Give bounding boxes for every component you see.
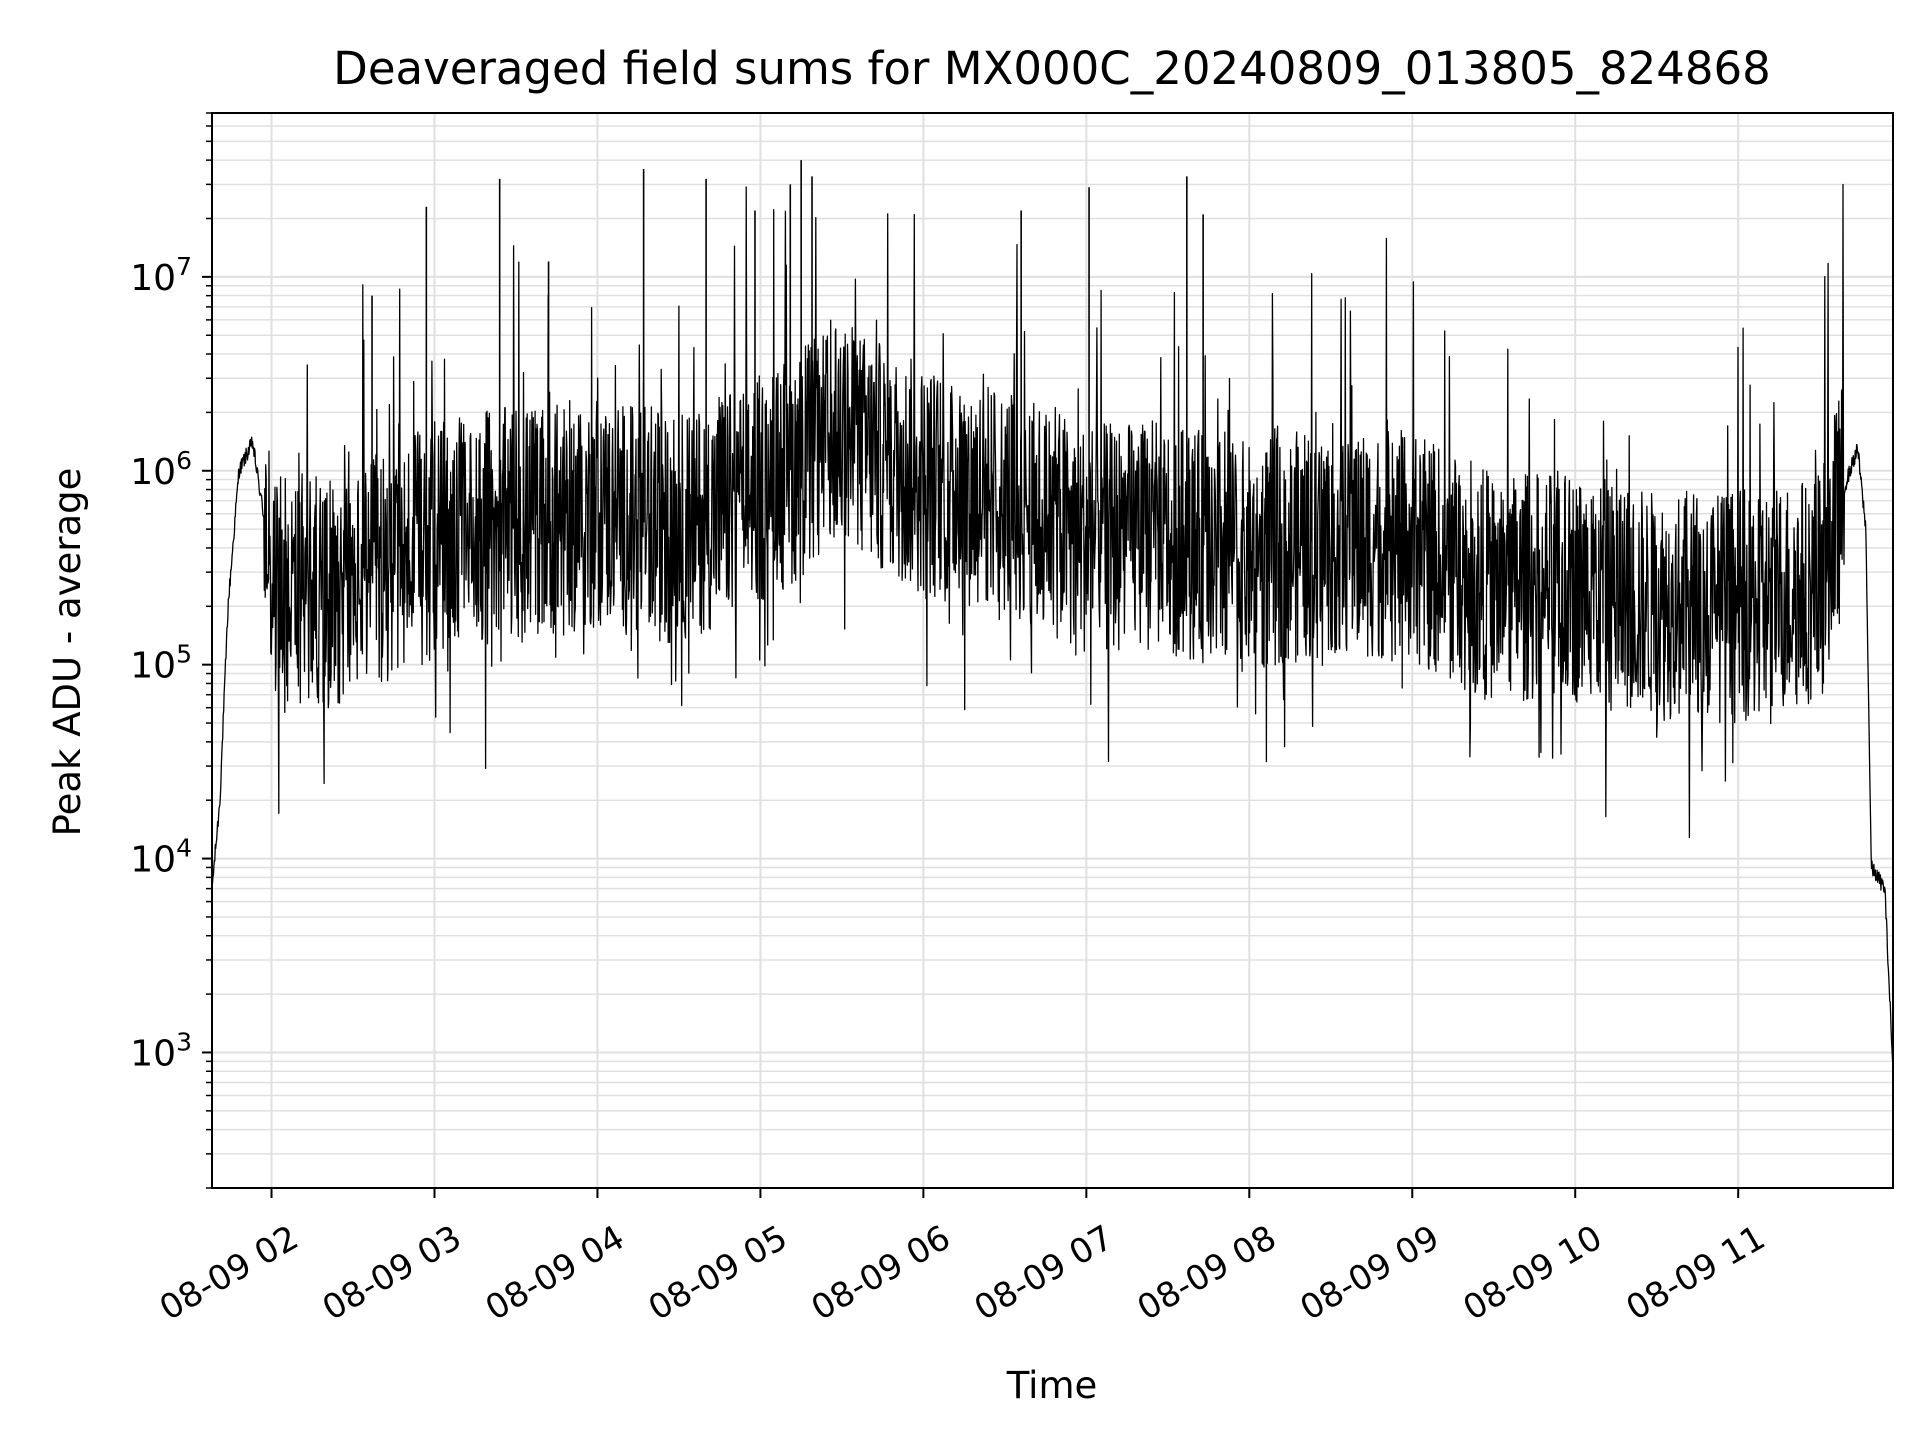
- y-tick-label: 104: [130, 834, 192, 881]
- y-axis-label: Peak ADU - average: [46, 468, 89, 837]
- y-tick-label: 106: [130, 446, 192, 493]
- series-layer: [211, 160, 1894, 1065]
- y-tick-label: 105: [130, 640, 192, 687]
- plot-frame: [211, 112, 1894, 1189]
- x-axis-label: Time: [1006, 1364, 1098, 1407]
- y-tick-layer: 103 104 105 106 107: [130, 252, 192, 1075]
- series-line: [211, 183, 1894, 1065]
- chart-title: Deaveraged field sums for MX000C_2024080…: [333, 42, 1771, 95]
- y-tick-label: 107: [130, 252, 192, 299]
- y-tick-label: 103: [130, 1027, 192, 1074]
